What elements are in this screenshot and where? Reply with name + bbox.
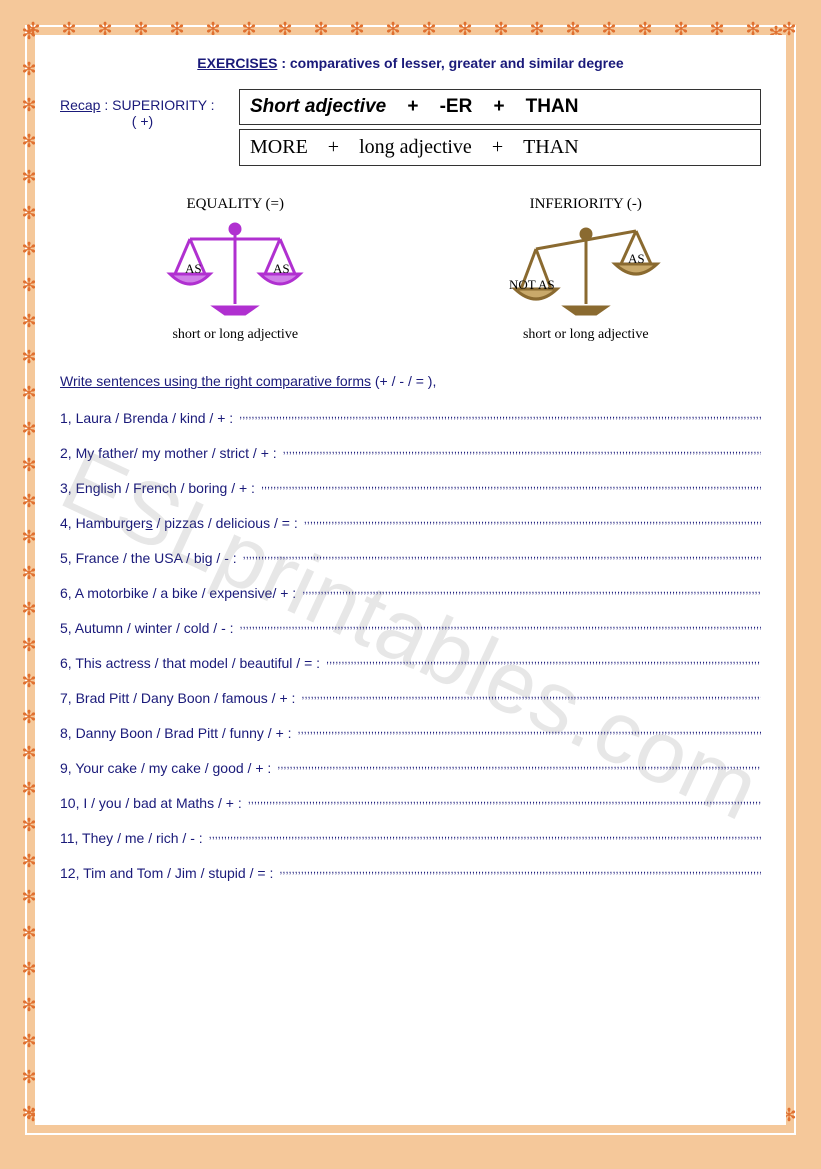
rule-boxes: Short adjective + -ER + THAN MORE + long… (239, 89, 761, 170)
blank-dots (243, 549, 761, 563)
exercise-line: 3, English / French / boring / + : (60, 479, 761, 496)
instruction-rest: (+ / - / = ), (371, 373, 436, 389)
equality-block: EQUALITY (=) (105, 196, 365, 343)
exercise-line: 1, Laura / Brenda / kind / + : (60, 409, 761, 426)
recap-sup: : SUPERIORITY : (104, 97, 214, 113)
inf-left: NOT AS (509, 277, 555, 292)
title-line: EXERCISES : comparatives of lesser, grea… (60, 55, 761, 71)
exercise-line: 6, A motorbike / a bike / expensive/ + : (60, 584, 761, 601)
inferiority-caption: short or long adjective (456, 327, 716, 343)
exercise-prompt: 3, English / French / boring / + : (60, 480, 261, 496)
page-content: ESLprintables.com EXERCISES : comparativ… (35, 35, 786, 1125)
exercise-line: 4, Hamburgers / pizzas / delicious / = : (60, 514, 761, 531)
rule-box-2: MORE + long adjective + THAN (239, 129, 761, 166)
exercise-prompt: 10, I / you / bad at Maths / + : (60, 795, 248, 811)
exercise-prompt: 11, They / me / rich / - : (60, 830, 209, 846)
scales-icon-inferiority: NOT AS AS (501, 219, 671, 319)
rb1-p1: Short adjective (250, 96, 386, 117)
blank-dots (279, 864, 761, 878)
title-subtitle: : comparatives of lesser, greater and si… (281, 55, 623, 71)
title-label: EXERCISES (197, 55, 277, 71)
recap-label: Recap : SUPERIORITY : ( +) (60, 89, 225, 129)
blank-dots (277, 759, 761, 773)
inferiority-heading: INFERIORITY (-) (456, 196, 716, 213)
exercise-line: 9, Your cake / my cake / good / + : (60, 759, 761, 776)
recap-plus: ( +) (60, 113, 225, 129)
rb1-p3: THAN (526, 96, 579, 117)
exercise-prompt: 7, Brad Pitt / Dany Boon / famous / + : (60, 690, 301, 706)
exercise-list: 1, Laura / Brenda / kind / + : 2, My fath… (60, 409, 761, 881)
exercise-line: 8, Danny Boon / Brad Pitt / funny / + : (60, 724, 761, 741)
eq-right: AS (273, 261, 290, 276)
exercise-prompt: 9, Your cake / my cake / good / + : (60, 760, 277, 776)
instruction-underlined: Write sentences using the right comparat… (60, 373, 371, 389)
blank-dots (298, 724, 761, 738)
blank-dots (239, 409, 761, 423)
blank-dots (302, 584, 761, 598)
blank-dots (283, 444, 761, 458)
outer-background: ✻✻✻✻✻✻✻✻✻✻✻✻✻✻✻✻✻✻✻✻✻✻✻✻✻✻✻✻✻✻✻✻✻✻✻✻✻✻✻✻… (0, 0, 821, 1160)
rb1-plus1: + (407, 96, 418, 117)
exercise-prompt: 1, Laura / Brenda / kind / + : (60, 410, 239, 426)
exercise-line: 10, I / you / bad at Maths / + : (60, 794, 761, 811)
rb2-p1: MORE (250, 136, 308, 158)
exercise-line: 7, Brad Pitt / Dany Boon / famous / + : (60, 689, 761, 706)
equality-caption: short or long adjective (105, 327, 365, 343)
exercise-line: 5, Autumn / winter / cold / - : (60, 619, 761, 636)
exercise-line: 12, Tim and Tom / Jim / stupid / = : (60, 864, 761, 881)
rule-box-1: Short adjective + -ER + THAN (239, 89, 761, 125)
exercise-prompt: 6, This actress / that model / beautiful… (60, 655, 326, 671)
rb2-p2: long adjective (359, 136, 472, 158)
recap-word: Recap (60, 97, 100, 113)
inf-right: AS (628, 251, 645, 266)
exercise-prompt: 5, Autumn / winter / cold / - : (60, 620, 240, 636)
decorative-border: ✻✻✻✻✻✻✻✻✻✻✻✻✻✻✻✻✻✻✻✻✻✻✻✻✻✻✻✻✻✻✻✻✻✻✻✻✻✻✻✻… (25, 25, 796, 1135)
blank-dots (301, 689, 761, 703)
exercise-prompt: 8, Danny Boon / Brad Pitt / funny / + : (60, 725, 298, 741)
equality-heading: EQUALITY (=) (105, 196, 365, 213)
exercise-prompt: 6, A motorbike / a bike / expensive/ + : (60, 585, 302, 601)
blank-dots (326, 654, 761, 668)
exercise-prompt: 5, France / the USA / big / - : (60, 550, 243, 566)
rb1-p2: -ER (440, 96, 473, 117)
blank-dots (248, 794, 761, 808)
exercise-line: 2, My father/ my mother / strict / + : (60, 444, 761, 461)
exercise-line: 6, This actress / that model / beautiful… (60, 654, 761, 671)
exercise-line: 11, They / me / rich / - : (60, 829, 761, 846)
blank-dots (240, 619, 761, 633)
scales-row: EQUALITY (=) (60, 196, 761, 343)
exercise-line: 5, France / the USA / big / - : (60, 549, 761, 566)
eq-left: AS (185, 261, 202, 276)
scales-icon-equality: AS AS (160, 219, 310, 319)
instruction-line: Write sentences using the right comparat… (60, 373, 761, 389)
blank-dots (261, 479, 761, 493)
inferiority-block: INFERIORITY (-) (456, 196, 716, 343)
recap-row: Recap : SUPERIORITY : ( +) Short adjecti… (60, 89, 761, 170)
rb2-plus2: + (492, 136, 503, 158)
exercise-prompt: 12, Tim and Tom / Jim / stupid / = : (60, 865, 279, 881)
rb2-plus1: + (328, 136, 339, 158)
exercise-prompt: 4, Hamburgers / pizzas / delicious / = : (60, 515, 304, 531)
blank-dots (209, 829, 761, 843)
blank-dots (304, 514, 761, 528)
rb2-p3: THAN (523, 136, 579, 158)
rb1-plus2: + (493, 96, 504, 117)
exercise-prompt: 2, My father/ my mother / strict / + : (60, 445, 283, 461)
